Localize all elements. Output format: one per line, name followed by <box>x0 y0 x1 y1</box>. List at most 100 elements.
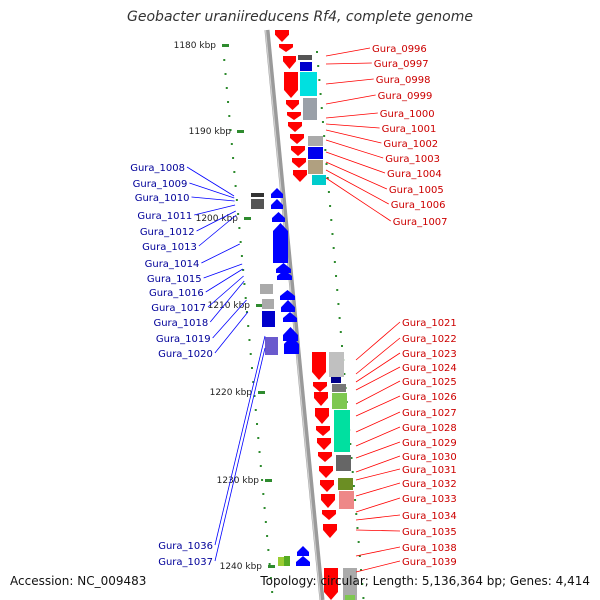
leader-line <box>355 352 401 383</box>
forward-gene-arrow <box>293 170 307 182</box>
tick-mark <box>258 391 265 394</box>
right-gene-label: Gura_1031 <box>402 465 457 476</box>
reverse-gene-arrow <box>276 263 291 273</box>
leader-line <box>325 151 386 174</box>
right-gene-label: Gura_1030 <box>402 452 457 463</box>
feature-box <box>332 384 346 392</box>
left-gene-label: Gura_1036 <box>158 541 213 552</box>
forward-gene-arrow <box>291 146 305 156</box>
feature-box <box>284 556 290 566</box>
reverse-gene-arrow <box>271 188 283 198</box>
guide-dot <box>267 549 270 551</box>
kbp-tick: 1180 kbp <box>174 41 229 51</box>
guide-dot <box>239 241 242 243</box>
leader-line <box>189 182 235 199</box>
tick-label: 1180 kbp <box>174 41 217 51</box>
guide-dot <box>338 317 341 319</box>
guide-dot <box>258 451 261 453</box>
tick-mark <box>237 130 244 133</box>
right-gene-label: Gura_1038 <box>402 543 457 554</box>
right-gene-label: Gura_1039 <box>402 557 457 568</box>
forward-gene-arrow <box>318 452 332 462</box>
leader-line <box>355 529 401 532</box>
guide-dot <box>237 213 240 215</box>
leader-line <box>186 166 235 197</box>
accession-label: Accession: NC_009483 <box>10 574 147 588</box>
kbp-tick: 1240 kbp <box>220 562 275 572</box>
left-gene-label: Gura_1010 <box>135 193 190 204</box>
feature-box <box>308 136 323 146</box>
leader-line <box>201 243 240 264</box>
leader-line <box>325 62 372 65</box>
kbp-tick: 1230 kbp <box>217 476 272 486</box>
guide-dot <box>360 569 363 571</box>
guide-dot <box>233 171 236 173</box>
guide-dot <box>261 479 264 481</box>
reverse-gene-arrow <box>272 212 285 222</box>
tick-mark <box>244 217 251 220</box>
forward-gene-arrow <box>316 426 330 436</box>
leader-line <box>214 311 249 354</box>
right-gene-label: Gura_1032 <box>402 479 457 490</box>
leader-line <box>205 268 243 293</box>
feature-box <box>262 311 275 327</box>
guide-dot <box>319 93 322 95</box>
reverse-gene-arrow <box>273 223 288 263</box>
kbp-tick: 1200 kbp <box>196 214 251 224</box>
right-gene-label: Gura_1004 <box>387 169 442 180</box>
guide-dot <box>331 233 334 235</box>
guide-dot <box>266 535 269 537</box>
leader-line <box>196 210 236 232</box>
right-gene-label: Gura_1001 <box>382 124 437 135</box>
feature-box <box>329 352 344 377</box>
guide-dot <box>343 373 346 375</box>
guide-dot <box>254 409 257 411</box>
right-gene-label: Gura_1000 <box>380 109 435 120</box>
feature-box <box>251 199 264 209</box>
left-gene-label: Gura_1015 <box>147 274 202 285</box>
guide-dot <box>229 129 232 131</box>
leader-line <box>325 78 374 85</box>
tick-label: 1200 kbp <box>196 214 239 224</box>
guide-dot <box>250 367 253 369</box>
right-gene-label: Gura_1025 <box>402 377 457 388</box>
left-gene-label: Gura_1020 <box>158 349 213 360</box>
guide-dot <box>242 269 245 271</box>
left-gene-label: Gura_1009 <box>133 179 188 190</box>
guide-dot <box>317 65 320 67</box>
feature-box <box>336 455 351 471</box>
guide-dot <box>356 527 359 529</box>
feature-box <box>262 299 274 309</box>
guide-dot <box>244 297 247 299</box>
guide-dot <box>228 115 231 117</box>
forward-gene-arrow <box>286 100 299 110</box>
kbp-tick: 1210 kbp <box>208 301 263 311</box>
guide-dot <box>355 513 358 515</box>
guide-dot <box>340 345 343 347</box>
right-gene-label: Gura_0998 <box>376 75 431 86</box>
feature-box <box>339 491 354 509</box>
forward-gene-arrow <box>275 30 289 42</box>
feature-box <box>260 284 273 294</box>
forward-gene-arrow <box>292 158 306 168</box>
guide-dot <box>316 51 318 53</box>
guide-dot <box>336 289 339 291</box>
guide-dot <box>263 507 266 509</box>
tick-mark <box>268 565 275 568</box>
guide-dot <box>358 555 361 557</box>
feature-box <box>298 55 312 60</box>
reverse-gene-arrow <box>284 336 299 354</box>
right-gene-label: Gura_1023 <box>402 349 457 360</box>
leader-line <box>214 335 266 546</box>
guide-dot <box>271 591 274 593</box>
guide-dot <box>361 583 364 585</box>
right-gene-label: Gura_1029 <box>402 438 457 449</box>
guide-dot <box>352 485 355 487</box>
guide-dot <box>227 101 230 103</box>
leader-line <box>355 514 401 521</box>
guide-dot <box>253 395 256 397</box>
guide-dot <box>357 541 360 543</box>
guide-dot <box>224 73 227 75</box>
leader-line <box>355 546 401 557</box>
